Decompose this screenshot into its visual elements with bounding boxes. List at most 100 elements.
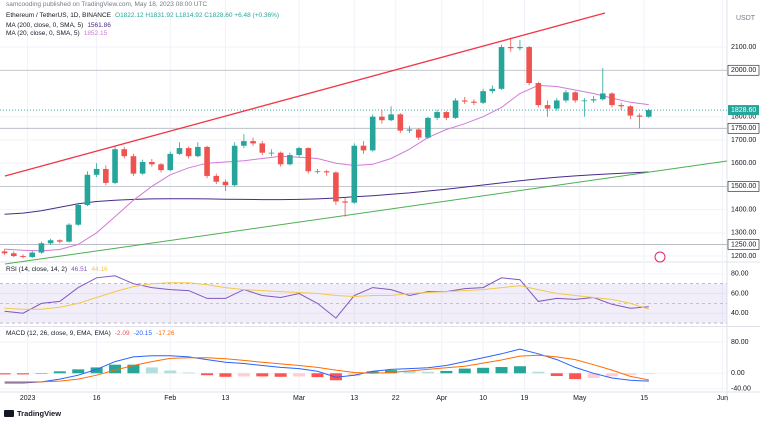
candle-body <box>75 204 82 225</box>
histogram-bar <box>550 373 563 376</box>
candle-body <box>250 141 256 144</box>
histogram-bar <box>219 373 232 377</box>
candle-body <box>167 153 174 171</box>
candle-body <box>369 116 376 151</box>
last-price-label: 1828.60 <box>731 107 756 114</box>
x-tick-label: 15 <box>640 395 648 402</box>
y-tick-label: 0.00 <box>731 370 745 377</box>
logo-icon <box>4 410 14 417</box>
ohlc: O1822.12 H1831.92 L1814.92 C1828.60 +6.4… <box>115 12 280 19</box>
last-price-box <box>728 105 759 116</box>
histogram-bar <box>569 373 582 380</box>
histogram-bar <box>256 373 269 377</box>
x-tick-label: 19 <box>521 395 529 402</box>
publisher: samcooding published on TradingView.com,… <box>6 1 208 8</box>
ma-legend-row: MA (200, close, 0, SMA, 5) 1561.86 <box>6 22 115 30</box>
ma-name: MA (20, close, 0, SMA, 5) <box>6 30 80 37</box>
candle-body <box>517 47 523 49</box>
candle-body <box>20 256 26 257</box>
x-tick-label: 13 <box>350 395 358 402</box>
rsi-line <box>4 282 649 310</box>
level-label: 1250.00 <box>731 241 756 248</box>
logo: TradingView <box>4 409 61 418</box>
level-label: 1750.00 <box>731 125 756 132</box>
histogram-bar <box>421 371 434 374</box>
histogram-bar <box>403 370 416 374</box>
level-label: 1500.00 <box>731 183 756 190</box>
candle-body <box>222 181 229 186</box>
candle-body <box>397 114 404 131</box>
y-tick-label: 1600.00 <box>731 160 756 167</box>
candle-body <box>645 110 652 117</box>
level-box <box>727 239 760 250</box>
histogram-bar <box>605 373 618 377</box>
y-tick-label: 60.00 <box>731 290 749 297</box>
macd-line <box>4 354 649 383</box>
candle-body <box>526 47 532 84</box>
histogram-bar <box>274 373 287 377</box>
histogram-bar <box>532 371 545 374</box>
candle-body <box>452 100 459 118</box>
candle-body <box>351 145 358 203</box>
candle-body <box>563 92 569 101</box>
rsi-name: RSI (14, close, 14, 2) <box>6 266 68 273</box>
y-tick-label: 1400.00 <box>731 206 756 213</box>
x-tick-label: 13 <box>222 395 230 402</box>
candle-body <box>204 146 210 176</box>
candle-body <box>443 112 450 118</box>
candle-body <box>323 171 330 173</box>
candle-body <box>590 99 597 101</box>
logo-text: TradingView <box>17 409 61 418</box>
ma-value: 1561.86 <box>87 22 111 29</box>
x-tick-label: Feb <box>164 395 176 402</box>
candle-body <box>241 141 247 146</box>
candle-body <box>618 105 624 107</box>
macd-legend: MACD (12, 26, close, 9, EMA, EMA) -2.09 -2… <box>6 330 178 338</box>
x-tick-label: Jun <box>717 395 728 402</box>
candle-body <box>139 161 146 174</box>
candle-body <box>66 224 72 242</box>
axes: 1200.00 1300.00 1400.00 1600.00 1700.00 1800.… <box>20 44 760 402</box>
candle-body <box>581 100 588 102</box>
macd-hist-value: -2.09 <box>114 330 130 337</box>
x-tick-label: 2023 <box>20 395 36 402</box>
ma-legend-row: MA (20, close, 0, SMA, 5) 1852.15 <box>6 30 115 38</box>
histogram-bar <box>53 371 66 374</box>
candle-body <box>84 174 91 205</box>
histogram-bar <box>587 373 600 378</box>
candle-body <box>480 91 486 103</box>
candle-body <box>287 155 293 165</box>
candle-body <box>130 156 137 174</box>
histogram-bar <box>624 373 637 375</box>
candle-body <box>360 145 367 151</box>
candle-body <box>305 148 312 172</box>
level-label: 2000.00 <box>731 67 756 74</box>
symbol-title: Ethereum / TetherUS, 1D, BINANCE <box>6 12 112 19</box>
candle-body <box>29 252 36 257</box>
histogram-bar <box>182 372 195 374</box>
histogram-bar <box>109 364 122 374</box>
macd-value: -17.26 <box>156 330 175 337</box>
x-tick-label: 10 <box>479 395 487 402</box>
rsi-line <box>4 275 649 319</box>
candle-body <box>149 161 155 165</box>
macd-name: MACD (12, 26, close, 9, EMA, EMA) <box>6 330 111 337</box>
candle-body <box>553 100 560 109</box>
macd-value: -20.15 <box>133 330 153 337</box>
candle-body <box>434 112 440 118</box>
candle-body <box>259 143 266 153</box>
candle-body <box>461 100 468 102</box>
histogram-bar <box>90 367 103 374</box>
histogram-bar <box>201 373 214 376</box>
candle-body <box>176 148 183 154</box>
x-tick-label: 16 <box>93 395 101 402</box>
rsi-value: 46.51 <box>71 266 88 273</box>
candle-body <box>112 149 118 183</box>
candle-body <box>57 240 63 242</box>
y-tick-label: -40.00 <box>731 386 751 393</box>
rsi-value: 44.16 <box>91 266 108 273</box>
candle-body <box>333 172 339 202</box>
candle-body <box>425 117 431 138</box>
y-tick-label: 2100.00 <box>731 44 756 51</box>
histogram-bar <box>145 367 158 374</box>
